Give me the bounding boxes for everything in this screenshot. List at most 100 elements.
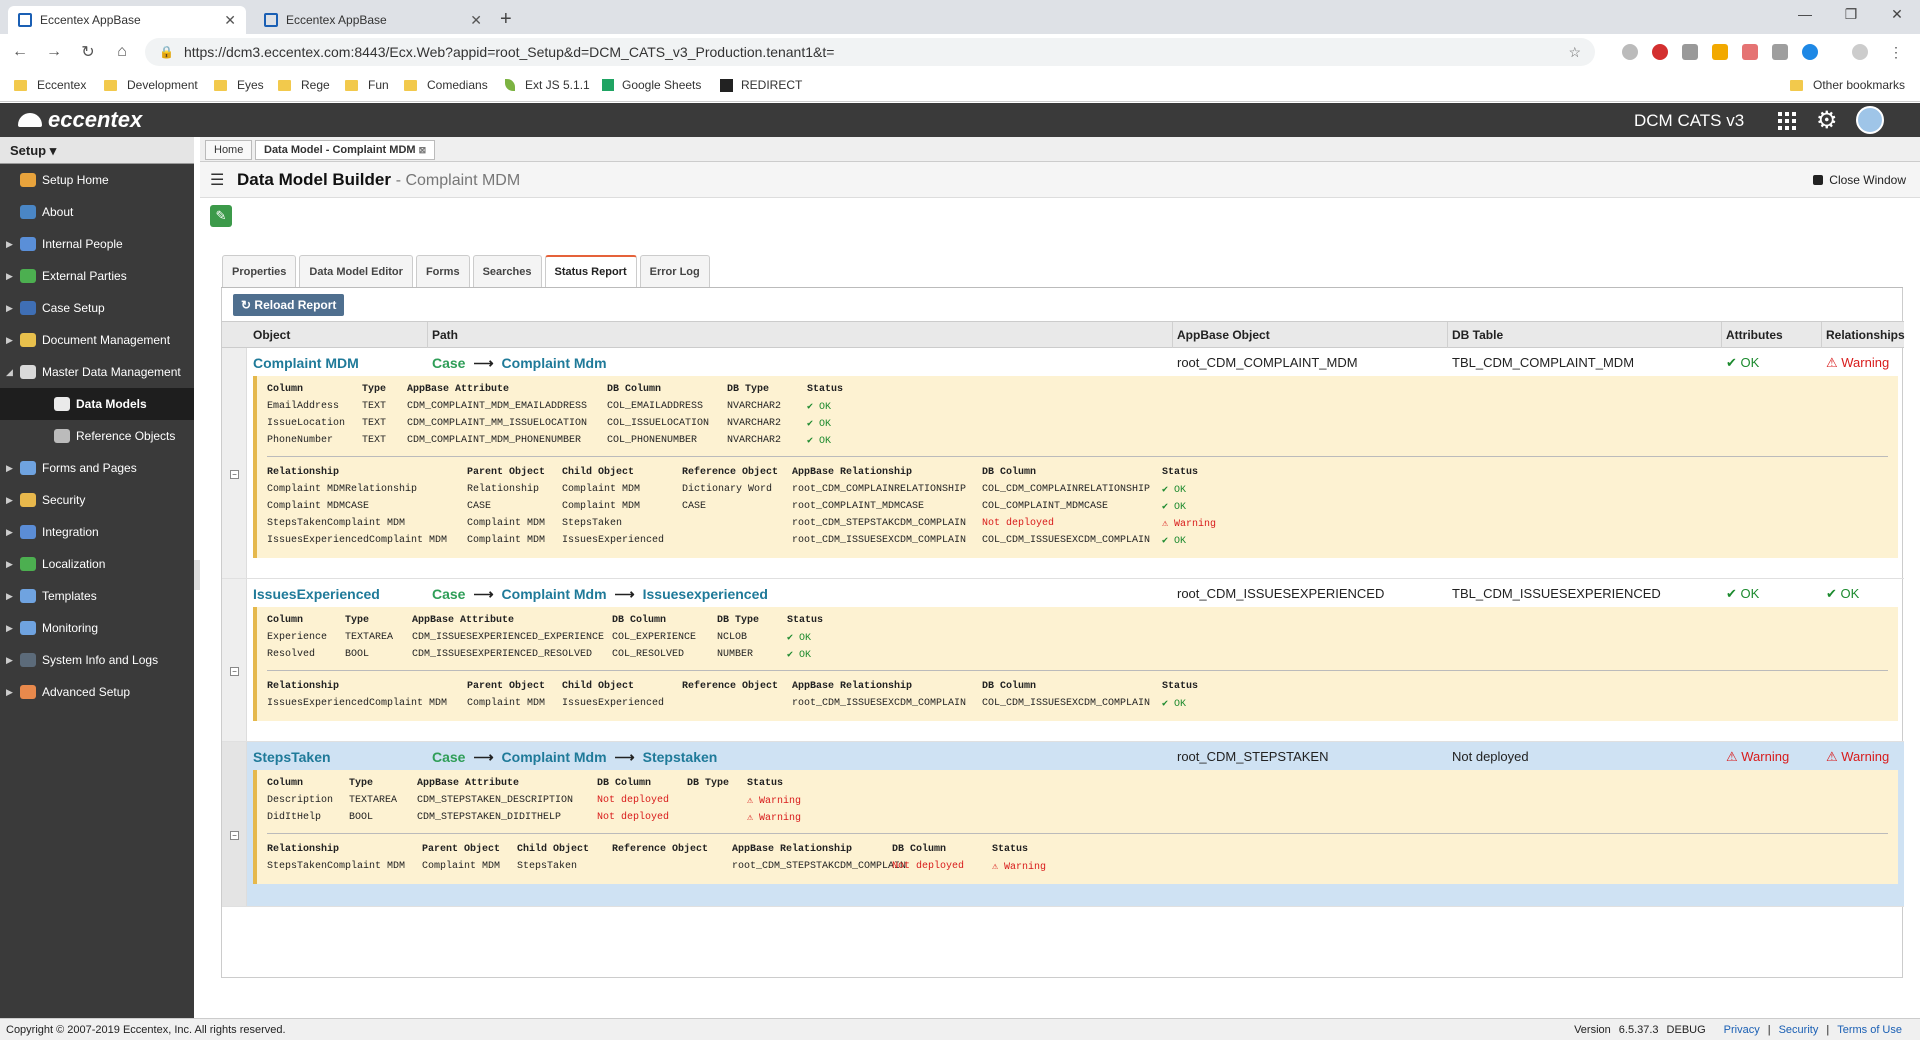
sidebar-item[interactable]: ▶ Templates [0,580,194,612]
extension-icon[interactable] [1802,44,1818,60]
tab-status-report[interactable]: Status Report [544,255,637,287]
bookmark-comedians[interactable]: Comedians [404,78,488,92]
close-window-button[interactable]: Close Window [1813,173,1906,187]
back-icon[interactable]: ← [12,43,28,60]
expanded-arrow-icon[interactable]: ◢ [6,366,13,377]
avatar[interactable] [1856,106,1884,134]
sidebar-item[interactable]: ▶ Security [0,484,194,516]
bookmark-star-icon[interactable]: ☆ [1568,43,1581,60]
sidebar-item[interactable]: About [0,196,194,228]
extension-icon[interactable] [1712,44,1728,60]
terms-link[interactable]: Terms of Use [1837,1024,1902,1036]
extension-icon[interactable] [1682,44,1698,60]
reload-report-button[interactable]: ↻ Reload Report [233,294,345,316]
extension-icon[interactable] [1622,44,1638,60]
home-icon[interactable]: ⌂ [117,43,127,60]
path-segment[interactable]: Case [432,355,466,371]
object-group[interactable]: IssuesExperienced Case ⟶ Complaint Mdm ⟶ Issu… [222,579,1904,742]
expand-arrow-icon[interactable]: ▶ [6,590,13,601]
path-segment[interactable]: Case [432,586,466,602]
extension-icon[interactable] [1772,44,1788,60]
address-bar[interactable]: 🔒 https://dcm3.eccentex.com:8443/Ecx.Web… [145,38,1595,66]
tab-properties[interactable]: Properties [222,255,297,287]
sidebar-item[interactable]: ▶ Localization [0,548,194,580]
new-tab-icon[interactable]: + [500,8,512,30]
path-segment[interactable]: Complaint Mdm [501,586,607,602]
path-segment[interactable]: Stepstaken [642,749,718,765]
sidebar-item[interactable]: ▶ Internal People [0,228,194,260]
expand-arrow-icon[interactable]: ▶ [6,494,13,505]
collapse-toggle-icon[interactable]: − [230,667,239,676]
column-header-attributes[interactable]: Attributes [1726,328,1783,342]
browser-tab-2[interactable]: Eccentex AppBase ✕ [254,6,492,34]
extension-icon[interactable] [1742,44,1758,60]
menu-dots-icon[interactable]: ⋮ [1889,44,1903,60]
bookmark-eyes[interactable]: Eyes [214,78,264,92]
table-row[interactable]: IssuesExperienced Case ⟶ Complaint Mdm ⟶ Issu… [222,579,1904,607]
expand-arrow-icon[interactable]: ▶ [6,238,13,249]
apps-grid-icon[interactable] [1778,112,1796,130]
bookmark-redirect[interactable]: REDIRECT [720,78,802,92]
bookmark-development[interactable]: Development [104,78,198,92]
path-segment[interactable]: Case [432,749,466,765]
sidebar-item[interactable]: Data Models [0,388,194,420]
collapse-toggle-icon[interactable]: − [230,470,239,479]
object-group[interactable]: StepsTaken Case ⟶ Complaint Mdm ⟶ Stepstaken r… [222,742,1904,907]
sidebar-item[interactable]: Setup Home [0,164,194,196]
object-name[interactable]: StepsTaken [253,749,331,765]
bookmark-rege[interactable]: Rege [278,78,330,92]
tab-error-log[interactable]: Error Log [639,255,710,287]
close-tab-icon[interactable]: ✕ [470,11,482,28]
table-row[interactable]: Complaint MDM Case ⟶ Complaint Mdm root_CDM_… [222,348,1904,376]
expand-arrow-icon[interactable]: ▶ [6,622,13,633]
security-link[interactable]: Security [1778,1024,1819,1036]
sidebar-item[interactable]: ▶ External Parties [0,260,194,292]
sidebar-item[interactable]: ▶ Case Setup [0,292,194,324]
edit-button[interactable]: ✎ [210,205,232,227]
path-segment[interactable]: Issuesexperienced [642,586,768,602]
sidebar-item[interactable]: ▶ Forms and Pages [0,452,194,484]
object-group[interactable]: Complaint MDM Case ⟶ Complaint Mdm root_CDM_… [222,348,1904,579]
expand-arrow-icon[interactable]: ▶ [6,270,13,281]
bookmark-fun[interactable]: Fun [345,78,389,92]
gear-icon[interactable]: ⚙ [1816,107,1838,134]
expand-arrow-icon[interactable]: ▶ [6,686,13,697]
sidebar-item[interactable]: ▶ Document Management [0,324,194,356]
sidebar-item[interactable]: ▶ System Info and Logs [0,644,194,676]
sidebar-item[interactable]: ▶ Integration [0,516,194,548]
path-segment[interactable]: Complaint Mdm [501,355,607,371]
bookmark-other[interactable]: Other bookmarks [1790,78,1905,92]
tab-searches[interactable]: Searches [472,255,542,287]
tab-data-model-editor[interactable]: Data Model Editor [299,255,413,287]
expand-arrow-icon[interactable]: ▶ [6,558,13,569]
expand-arrow-icon[interactable]: ▶ [6,654,13,665]
window-close-icon[interactable]: ✕ [1891,6,1903,22]
forward-icon[interactable]: → [46,43,62,60]
column-header-relationships[interactable]: Relationships [1826,328,1905,342]
tab-data-model[interactable]: Data Model - Complaint MDM ⊠ [255,140,436,160]
close-tab-icon[interactable]: ⊠ [418,145,427,155]
adblock-icon[interactable] [1652,44,1668,60]
restore-icon[interactable]: ❐ [1844,6,1858,22]
bookmark-extjs[interactable]: Ext JS 5.1.1 [505,78,590,92]
expand-arrow-icon[interactable]: ▶ [6,302,13,313]
browser-tab-1[interactable]: Eccentex AppBase ✕ [8,6,246,34]
object-name[interactable]: IssuesExperienced [253,586,380,602]
column-header-object[interactable]: Object [253,328,291,342]
tab-home[interactable]: Home [205,140,253,160]
column-header-path[interactable]: Path [432,328,459,342]
expand-arrow-icon[interactable]: ▶ [6,334,13,345]
bookmark-google-sheets[interactable]: Google Sheets [602,78,701,92]
bookmark-eccentex[interactable]: Eccentex [14,78,86,92]
path-segment[interactable]: Complaint Mdm [501,749,607,765]
sidebar-item[interactable]: ▶ Advanced Setup [0,676,194,708]
collapse-toggle-icon[interactable]: − [230,831,239,840]
privacy-link[interactable]: Privacy [1723,1024,1760,1036]
sidebar-collapse-handle[interactable] [194,560,200,590]
profile-icon[interactable] [1852,44,1868,60]
reload-icon[interactable]: ↻ [81,44,95,61]
column-header-db-table[interactable]: DB Table [1452,328,1504,342]
expand-arrow-icon[interactable]: ▶ [6,462,13,473]
tab-forms[interactable]: Forms [415,255,470,287]
eccentex-logo[interactable]: eccentex [18,107,142,133]
